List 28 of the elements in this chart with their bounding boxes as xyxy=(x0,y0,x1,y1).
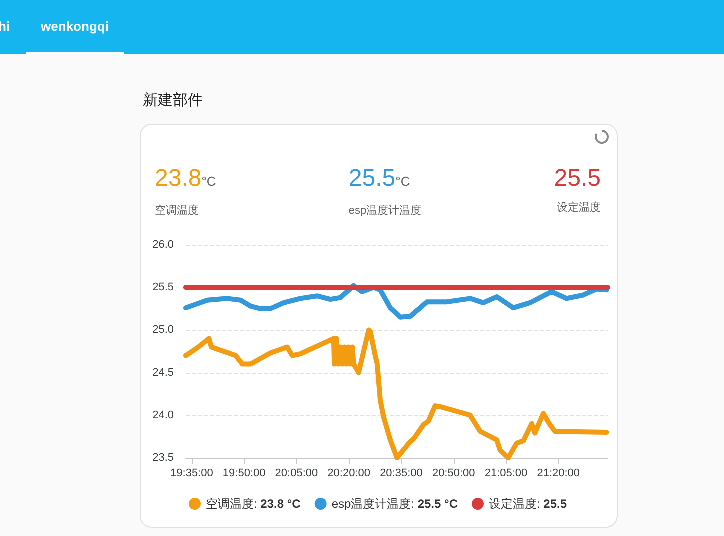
y-tick-label: 24.0 xyxy=(152,409,174,422)
text: 25.5 xyxy=(554,165,601,192)
x-tick-label: 19:50:00 xyxy=(222,468,266,480)
y-tick-label: 26.0 xyxy=(152,239,174,251)
x-tick-label: 20:35:00 xyxy=(380,468,423,480)
legend-label: 设定温度: xyxy=(488,497,544,511)
y-tick-label: 24.5 xyxy=(152,366,174,379)
text: 设定温度 xyxy=(556,200,601,215)
text: 25.5 °C xyxy=(418,497,458,511)
x-tick-label: 19:35:00 xyxy=(170,468,214,480)
x-tick-label: 21:20:00 xyxy=(537,468,580,480)
x-tick-label: 20:05:00 xyxy=(275,468,318,480)
text: 23.8°C xyxy=(155,165,216,192)
y-tick-label: 25.5 xyxy=(152,282,174,294)
text: wenkongqi xyxy=(41,19,109,34)
x-tick-label: 20:50:00 xyxy=(432,468,476,480)
legend-label: 空调温度: xyxy=(206,497,261,511)
text: 25.5°C xyxy=(348,165,410,192)
text: 25.5 xyxy=(544,497,568,511)
chart-title: 新建部件 xyxy=(143,91,203,110)
y-tick-label: 25.0 xyxy=(152,324,174,336)
y-tick-label: 23.5 xyxy=(152,452,174,464)
text: 23.8 °C xyxy=(260,497,302,511)
legend-label: esp温度计温度: xyxy=(332,497,418,511)
x-tick-label: 21:05:00 xyxy=(484,468,528,480)
x-tick-label: 20:20:00 xyxy=(328,468,370,480)
text: esp温度计温度 xyxy=(348,204,422,218)
text: 空调温度 xyxy=(155,204,200,218)
